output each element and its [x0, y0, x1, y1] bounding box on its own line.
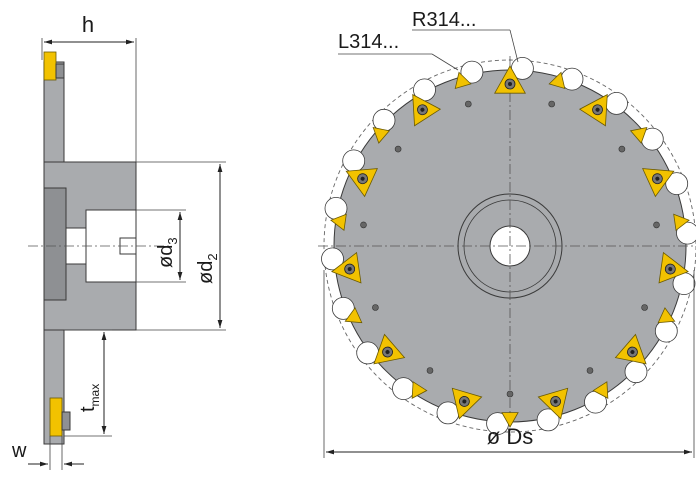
small-hole [654, 222, 660, 228]
d3-label: ød3 [155, 237, 180, 268]
bottom-insert-seat [62, 412, 70, 430]
chip-gullet [655, 320, 677, 342]
l314-label: L314... [338, 31, 399, 53]
tmax-label: tmax [77, 384, 102, 412]
svg-text:tmax: tmax [77, 384, 102, 412]
svg-text:ød2: ød2 [195, 253, 220, 284]
small-hole [587, 368, 593, 374]
chip-gullet [606, 92, 628, 114]
small-hole [507, 391, 513, 397]
top-insert-seat [56, 64, 64, 78]
d3-sub: 3 [165, 237, 180, 244]
d2-label: ød2 [195, 253, 220, 284]
hub-inner-shade [44, 188, 66, 300]
d3-prefix: ød [155, 245, 177, 268]
chip-gullet [343, 150, 365, 172]
small-hole [395, 146, 401, 152]
r314-label: R314... [412, 9, 476, 31]
h-label: h [82, 12, 94, 37]
small-hole [465, 101, 471, 107]
chip-gullet [625, 361, 647, 383]
r314-leader [510, 30, 518, 62]
small-hole [372, 305, 378, 311]
l314-leader [432, 54, 458, 70]
bottom-insert [50, 398, 62, 436]
top-insert [44, 52, 56, 80]
small-hole [619, 146, 625, 152]
d2-prefix: ød [195, 261, 217, 284]
small-hole [549, 101, 555, 107]
tmax-sub: max [88, 384, 102, 407]
side-view: h ød3 ød2 tmax w [11, 12, 226, 470]
w-label: w [11, 440, 27, 462]
chip-gullet [437, 402, 459, 424]
chip-gullet [393, 378, 415, 400]
svg-text:ød3: ød3 [155, 237, 180, 268]
small-hole [361, 222, 367, 228]
d2-sub: 2 [205, 253, 220, 260]
small-hole [642, 305, 648, 311]
screw-head [508, 82, 512, 86]
front-view: R314... L314... ø Ds [318, 9, 696, 458]
small-hole [427, 368, 433, 374]
ds-label: ø Ds [487, 424, 533, 449]
